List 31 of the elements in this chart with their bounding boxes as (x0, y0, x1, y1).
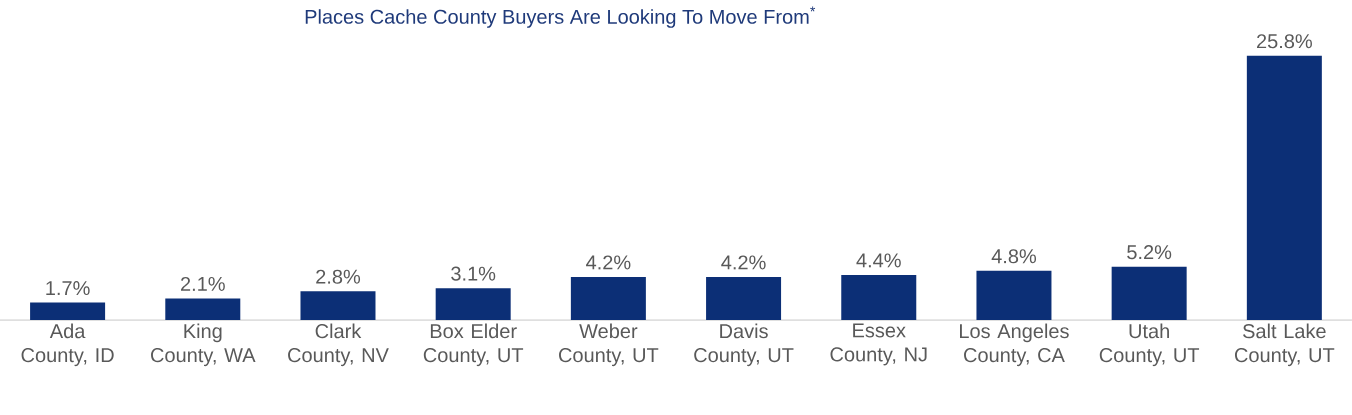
bar (435, 288, 511, 320)
bar (976, 270, 1052, 320)
x-tick-label: King County, WA (151, 323, 256, 367)
x-tick-label: Essex County, NJ (830, 323, 927, 366)
bar (165, 298, 241, 320)
x-tick-label: Weber County, UT (559, 323, 659, 367)
bar (300, 291, 376, 320)
data-label: 5.2% (1127, 245, 1172, 260)
x-tick-label: Ada County, ID (21, 323, 114, 367)
x-tick-label: Clark County, NV (288, 323, 389, 367)
bar (841, 274, 917, 320)
bar (706, 277, 782, 320)
data-label: 2.1% (181, 276, 225, 291)
x-tick-label: Davis County, UT (694, 323, 794, 367)
data-label: 4.8% (991, 249, 1037, 264)
data-label: 1.7% (46, 281, 90, 296)
bar (1111, 266, 1187, 320)
data-label: 4.4% (856, 253, 901, 268)
data-label: 4.2% (721, 255, 766, 270)
bar (30, 302, 106, 320)
data-label: 4.2% (586, 255, 631, 270)
bar (570, 277, 646, 320)
data-label: 3.1% (451, 266, 496, 281)
x-tick-label: Box Elder County, UT (423, 323, 524, 367)
bar (1246, 55, 1322, 320)
x-tick-label: Utah County, UT (1099, 323, 1200, 367)
data-label: 2.8% (316, 269, 361, 284)
x-tick-label: Los Angeles County, CA (960, 323, 1069, 367)
x-tick-label: Salt Lake County, UT (1234, 323, 1335, 367)
chart-title: Places Cache County Buyers Are Looking To Move From$^{*}$ (305, 6, 816, 28)
data-label: 25.8% (1257, 34, 1312, 49)
